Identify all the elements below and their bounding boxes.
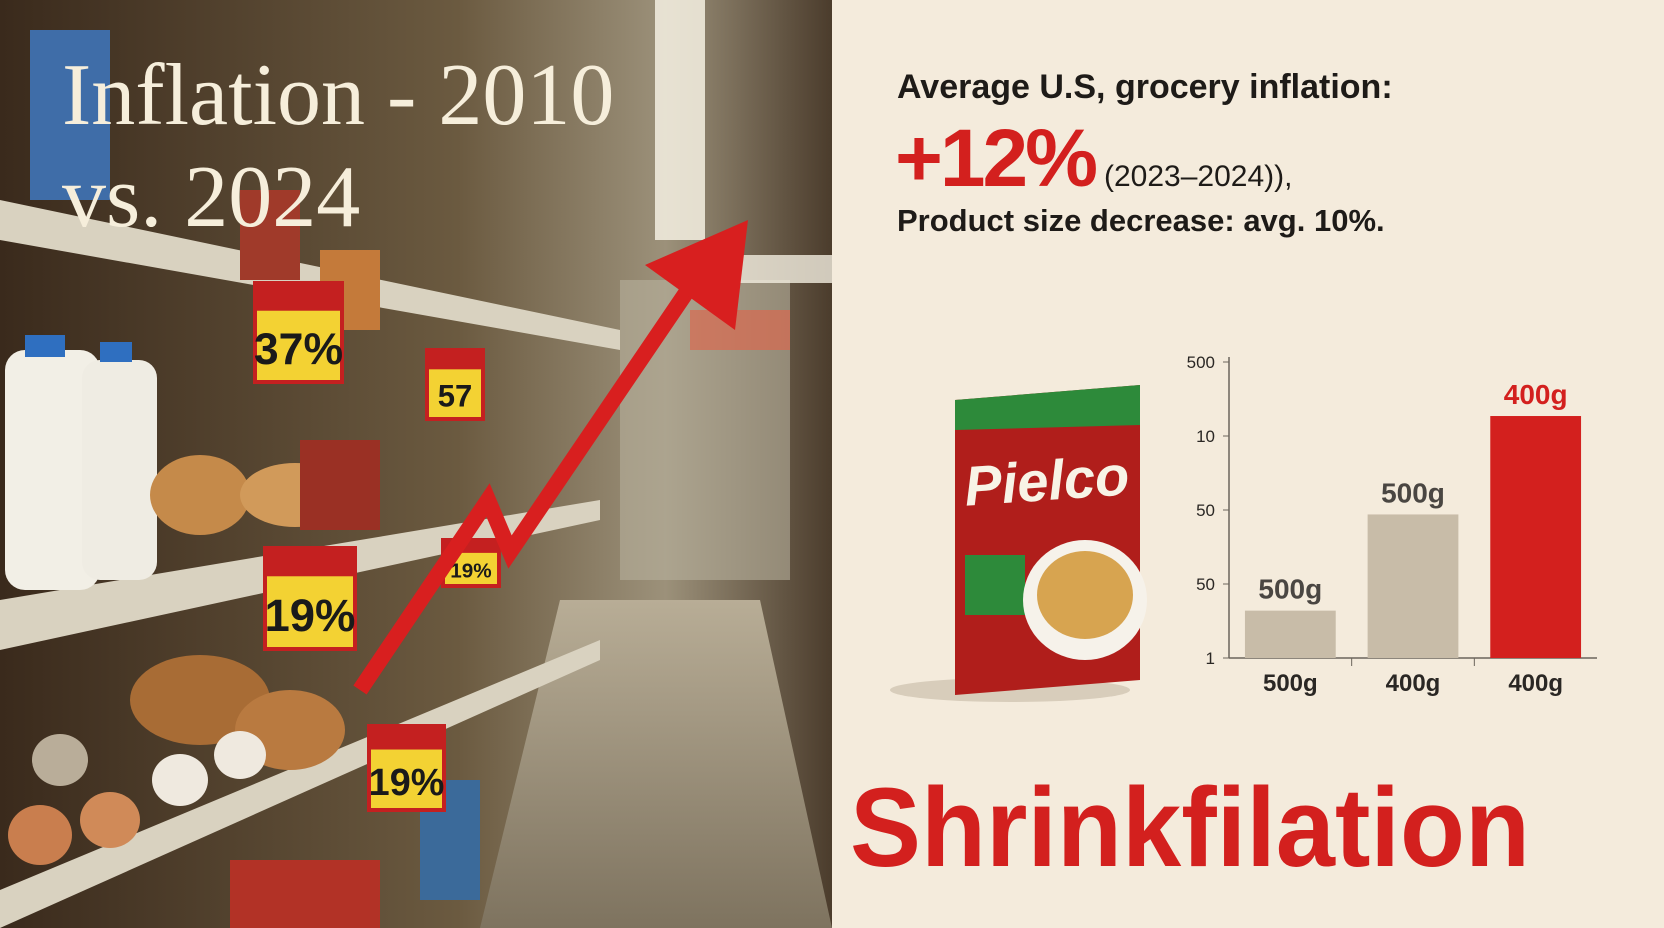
- boxes: [30, 30, 480, 928]
- price-tag-header: [427, 350, 483, 370]
- milk-bottles: [5, 335, 157, 590]
- cereal-box: Pielco: [890, 385, 1147, 702]
- x-tick-label: 400g: [1386, 670, 1441, 697]
- box-top-band: [955, 385, 1140, 430]
- headline: Shrinkfilation: [850, 765, 1530, 890]
- value-label: 500g: [1258, 574, 1322, 605]
- price-tag-text: 19%: [369, 762, 445, 804]
- x-tick-label: 400g: [1508, 670, 1563, 697]
- stat-heading: Average U.S, grocery inflation:: [897, 68, 1393, 106]
- trend-arrow: [353, 220, 748, 695]
- x-tick-label: 500g: [1263, 670, 1318, 697]
- price-tag-header: [369, 726, 444, 750]
- price-tag-header: [265, 548, 355, 577]
- price-tag-text: 19%: [265, 590, 356, 641]
- price-tag-text: 19%: [450, 560, 491, 583]
- price-tag-text: 57: [438, 379, 473, 414]
- eggs: [8, 731, 266, 865]
- price-tags: 37% 57 19% 19% 19%: [253, 281, 501, 812]
- shelf: [0, 640, 600, 928]
- product-brand: Pielco: [962, 443, 1131, 517]
- box-badge: [965, 555, 1025, 615]
- arrow-head: [645, 220, 748, 330]
- y-tick-label: 50: [1196, 501, 1215, 520]
- bar: [1490, 416, 1582, 658]
- title-line: Inflation - 2010: [62, 47, 614, 144]
- cereal: [1037, 551, 1133, 639]
- stat-rate: +12%: [895, 113, 1096, 204]
- stat-size-note: Product size decrease: avg. 10%.: [897, 203, 1385, 238]
- value-label: 500g: [1381, 477, 1445, 508]
- y-tick-label: 50: [1196, 575, 1215, 594]
- arrow-line: [353, 282, 697, 695]
- y-tick-label: 500: [1187, 353, 1215, 372]
- value-label: 400g: [1504, 379, 1568, 410]
- ceiling-light: [655, 0, 705, 240]
- stat-period: (2023–2024)),: [1104, 160, 1292, 193]
- y-tick-label: 10: [1196, 427, 1215, 446]
- y-tick-label: 1: [1206, 649, 1215, 668]
- bar-chart: 1 50 50 10 500 500g 500g 500g 400g 400g 400g: [1187, 353, 1597, 697]
- bar: [1367, 514, 1459, 658]
- price-tag-header: [255, 283, 342, 311]
- sign: [690, 310, 790, 350]
- store-photo: [0, 0, 832, 928]
- bar: [1244, 610, 1336, 658]
- floor: [480, 600, 832, 928]
- shelf: [0, 200, 620, 350]
- price-tag-text: 37%: [254, 325, 343, 374]
- title-line: vs. 2024: [62, 149, 360, 246]
